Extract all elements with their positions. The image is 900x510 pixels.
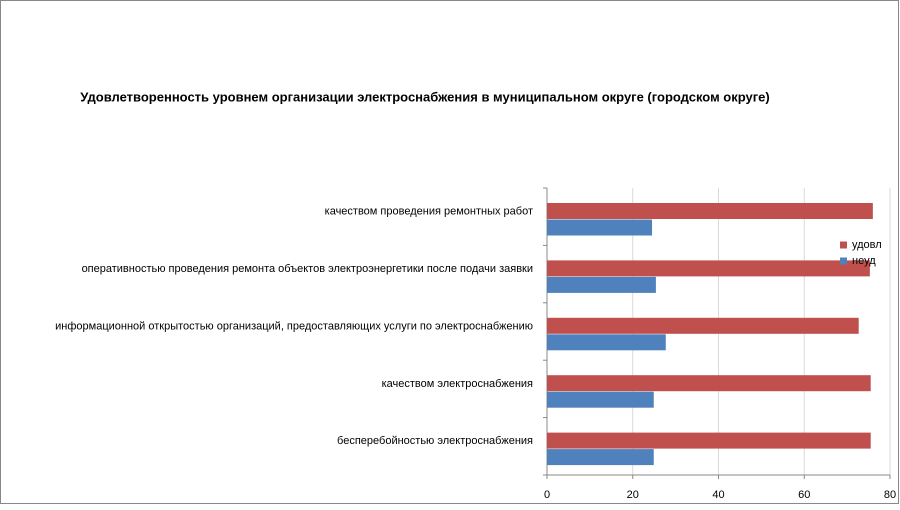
y-tick-label: бесперебойностью электроснабжения bbox=[337, 435, 533, 447]
legend-label: удовл bbox=[852, 239, 882, 251]
y-tick-label: качеством проведения ремонтных работ bbox=[325, 206, 533, 218]
y-tick-label: качеством электроснабжения bbox=[382, 378, 533, 390]
x-tick-label: 40 bbox=[712, 489, 724, 501]
x-tick-label: 0 bbox=[544, 489, 550, 501]
y-tick-label: информационной открытостью организаций, … bbox=[55, 320, 533, 332]
bar bbox=[547, 276, 656, 293]
bar bbox=[547, 334, 666, 351]
bar bbox=[547, 203, 873, 219]
legend-label: неуд bbox=[852, 255, 876, 267]
bar bbox=[547, 219, 653, 236]
x-tick-label: 80 bbox=[884, 489, 896, 501]
x-tick-label: 20 bbox=[627, 489, 639, 501]
y-tick-label: оперативностью проведения ремонта объект… bbox=[82, 263, 533, 275]
bar bbox=[547, 391, 654, 408]
bar bbox=[547, 432, 871, 449]
chart-title: Удовлетворенность уровнем организации эл… bbox=[80, 89, 769, 104]
bar bbox=[547, 260, 870, 277]
x-tick-label: 60 bbox=[798, 489, 810, 501]
legend-swatch bbox=[840, 257, 847, 265]
bar bbox=[547, 449, 654, 466]
legend-swatch bbox=[840, 241, 847, 249]
bar bbox=[547, 375, 871, 392]
bar bbox=[547, 317, 859, 334]
